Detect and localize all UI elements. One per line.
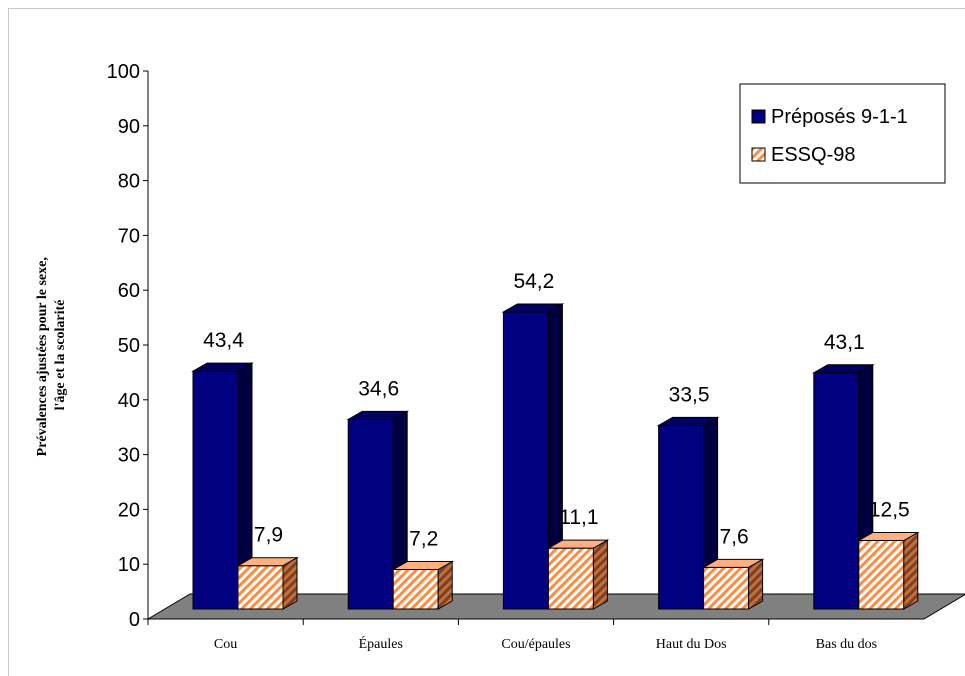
- bar-top: [236, 557, 299, 567]
- bar-top: [856, 532, 920, 541]
- data-label: 54,2: [513, 270, 554, 293]
- bar-front: [347, 418, 394, 610]
- category-label: Cou: [214, 637, 237, 652]
- data-label: 11,1: [559, 506, 598, 529]
- legend-label-essq: ESSQ-98: [771, 144, 855, 166]
- bar-side: [903, 531, 919, 610]
- bar-front: [502, 311, 549, 610]
- y-tick-label: 50: [118, 335, 140, 357]
- y-axis-title: Prévalences ajustées pour le sexe, l'âge…: [35, 254, 68, 457]
- bar-front: [237, 565, 284, 610]
- bar-front: [858, 540, 905, 610]
- y-tick-label: 30: [118, 445, 140, 467]
- y-tick-label: 20: [118, 499, 140, 521]
- data-label: 34,6: [358, 377, 399, 400]
- y-tick-label: 70: [118, 225, 140, 247]
- y-tick-label: 0: [129, 609, 140, 631]
- data-label: 43,1: [824, 331, 865, 354]
- y-tick-label: 10: [118, 554, 140, 576]
- bar-front: [392, 569, 439, 610]
- bar-top: [191, 362, 254, 372]
- data-label: 7,9: [254, 524, 283, 547]
- data-label: 12,5: [869, 499, 910, 522]
- y-tick-label: 60: [118, 280, 140, 302]
- y-tick-label: 80: [118, 171, 140, 193]
- legend: Préposés 9-1-1 ESSQ-98: [739, 83, 946, 184]
- bar-top: [546, 539, 610, 549]
- legend-swatch-prepose: [751, 109, 766, 124]
- bar-top: [701, 558, 765, 568]
- data-label: 7,6: [719, 525, 748, 548]
- bar-top: [811, 364, 875, 374]
- bar-front: [658, 424, 705, 610]
- bar-top: [656, 416, 720, 426]
- bar-top: [391, 561, 455, 571]
- data-label: 33,5: [669, 383, 710, 406]
- bar-front: [813, 372, 860, 610]
- data-label: 7,2: [409, 528, 438, 551]
- bar-top: [346, 410, 410, 420]
- chart-frame: [8, 8, 965, 676]
- bar-top: [501, 303, 565, 313]
- category-label: Épaules: [359, 635, 403, 652]
- y-tick-label: 100: [107, 61, 140, 83]
- category-label: Haut du Dos: [656, 637, 727, 652]
- y-tick-label: 90: [118, 116, 140, 138]
- category-label: Bas du dos: [816, 637, 877, 652]
- data-label: 43,4: [203, 329, 244, 352]
- category-label: Cou/épaules: [501, 637, 570, 652]
- bar-side: [748, 558, 764, 610]
- legend-label-prepose: Préposés 9-1-1: [771, 106, 908, 128]
- legend-swatch-essq: [751, 147, 766, 162]
- bar-side: [282, 556, 298, 610]
- y-tick-label: 40: [118, 390, 140, 412]
- bar-front: [547, 547, 594, 610]
- legend-box: [739, 83, 946, 184]
- bar-front: [703, 566, 750, 610]
- bar-front: [192, 370, 239, 610]
- bar-side: [592, 539, 608, 610]
